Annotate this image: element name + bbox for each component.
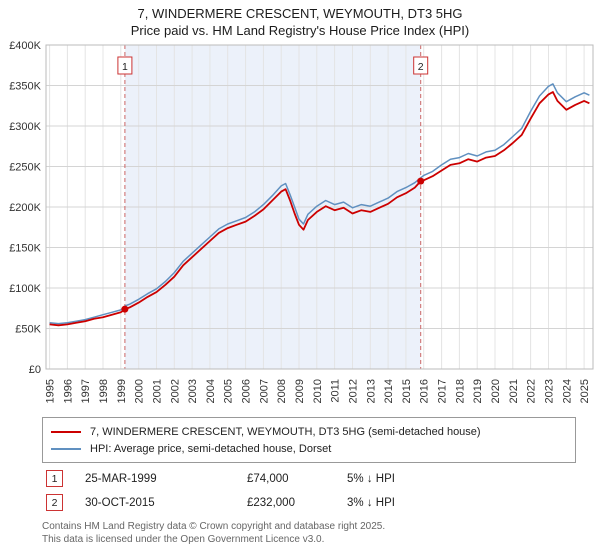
hpi-series-swatch (51, 447, 81, 450)
svg-text:2008: 2008 (276, 379, 288, 403)
sale-2-price: £232,000 (247, 496, 295, 509)
page-subtitle: Price paid vs. HM Land Registry's House … (130, 23, 470, 38)
svg-text:2009: 2009 (294, 379, 306, 403)
svg-text:1995: 1995 (45, 379, 57, 403)
svg-text:1996: 1996 (62, 379, 74, 403)
svg-text:2010: 2010 (312, 379, 324, 403)
svg-text:£0: £0 (29, 364, 41, 376)
sale-1-price: £74,000 (247, 472, 289, 485)
svg-text:2: 2 (418, 61, 424, 73)
svg-text:2004: 2004 (205, 379, 217, 403)
footer-line-2: This data is licensed under the Open Gov… (42, 534, 325, 545)
svg-text:2005: 2005 (223, 379, 235, 403)
svg-text:2019: 2019 (472, 379, 484, 403)
chart-header: 7, WINDERMERE CRESCENT, WEYMOUTH, DT3 5H… (0, 0, 600, 39)
hpi-series-label: HPI: Average price, semi-detached house,… (90, 442, 332, 455)
chart-legend: 7, WINDERMERE CRESCENT, WEYMOUTH, DT3 5H… (42, 417, 576, 463)
property-series-swatch (51, 430, 81, 433)
svg-text:2021: 2021 (508, 379, 520, 403)
svg-text:1997: 1997 (80, 379, 92, 403)
svg-text:2025: 2025 (579, 379, 591, 403)
svg-text:2002: 2002 (169, 379, 181, 403)
svg-text:1998: 1998 (98, 379, 110, 403)
svg-text:2016: 2016 (419, 379, 431, 403)
sale-1-marker-box: 1 (46, 470, 63, 487)
svg-text:2013: 2013 (365, 379, 377, 403)
sale-annotation-row-1: 1 25-MAR-1999 £74,000 5% ↓ HPI (46, 470, 600, 487)
svg-text:£150K: £150K (9, 243, 41, 255)
svg-text:2015: 2015 (401, 379, 413, 403)
sale-1-hpi-delta: 5% ↓ HPI (347, 472, 395, 485)
page-title: 7, WINDERMERE CRESCENT, WEYMOUTH, DT3 5H… (137, 6, 463, 21)
svg-text:2012: 2012 (348, 379, 360, 403)
svg-text:1999: 1999 (116, 379, 128, 403)
svg-text:£100K: £100K (9, 283, 41, 295)
svg-text:2003: 2003 (187, 379, 199, 403)
svg-text:£300K: £300K (9, 121, 41, 133)
svg-text:2006: 2006 (241, 379, 253, 403)
svg-text:2007: 2007 (258, 379, 270, 403)
svg-text:2014: 2014 (383, 379, 395, 403)
svg-text:£200K: £200K (9, 202, 41, 214)
footer-line-1: Contains HM Land Registry data © Crown c… (42, 521, 386, 532)
svg-text:2022: 2022 (526, 379, 538, 403)
svg-text:£250K: £250K (9, 162, 41, 174)
svg-text:2011: 2011 (330, 379, 342, 403)
svg-text:2001: 2001 (152, 379, 164, 403)
price-history-chart: 1995 1996 1997 1998 1999 2000 2001 2002 2003 2004… (9, 40, 594, 403)
legend-entry-property: 7, WINDERMERE CRESCENT, WEYMOUTH, DT3 5H… (51, 423, 567, 440)
legend-entry-hpi: HPI: Average price, semi-detached house,… (51, 440, 567, 457)
svg-text:£400K: £400K (9, 40, 41, 52)
svg-text:2017: 2017 (437, 379, 449, 403)
property-series-label: 7, WINDERMERE CRESCENT, WEYMOUTH, DT3 5H… (90, 425, 481, 438)
svg-text:2018: 2018 (454, 379, 466, 403)
sale-2-hpi-delta: 3% ↓ HPI (347, 496, 395, 509)
license-footer: Contains HM Land Registry data © Crown c… (42, 520, 600, 546)
svg-text:£50K: £50K (15, 324, 41, 336)
svg-text:2024: 2024 (561, 379, 573, 403)
svg-text:£350K: £350K (9, 81, 41, 93)
sale-2-date: 30-OCT-2015 (85, 496, 155, 509)
sale-1-date: 25-MAR-1999 (85, 472, 157, 485)
svg-text:2020: 2020 (490, 379, 502, 403)
sale-2-marker-box: 2 (46, 494, 63, 511)
svg-text:2023: 2023 (544, 379, 556, 403)
svg-text:1: 1 (122, 61, 128, 73)
svg-text:2000: 2000 (134, 379, 146, 403)
sale-annotation-row-2: 2 30-OCT-2015 £232,000 3% ↓ HPI (46, 494, 600, 511)
